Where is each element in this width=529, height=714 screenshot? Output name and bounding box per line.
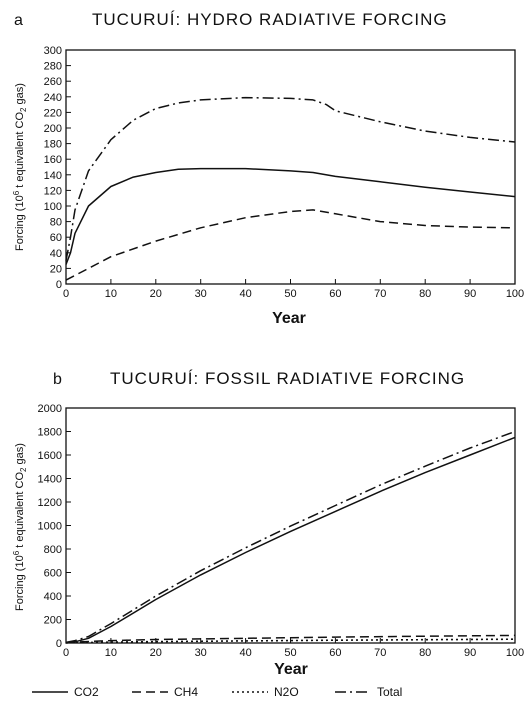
panel-a-title: TUCURUÍ: HYDRO RADIATIVE FORCING bbox=[92, 10, 448, 29]
panel-a-xtick-label: 90 bbox=[464, 288, 476, 300]
panel-b-ytick-label: 1000 bbox=[38, 521, 62, 533]
legend-label-co2: CO2 bbox=[74, 685, 99, 699]
panel-b-series-ch4 bbox=[65, 634, 516, 644]
panel-a-xlabel: Year bbox=[272, 310, 306, 327]
panel-b-ylabel: Forcing (106 t equivalent CO2 gas) bbox=[12, 443, 28, 611]
panel-a-ytick-label: 260 bbox=[44, 76, 62, 88]
panel-a-series-total bbox=[65, 96, 516, 261]
panel-b-xtick-label: 30 bbox=[195, 647, 207, 659]
panel-b-ytick-label: 1200 bbox=[38, 497, 62, 509]
panel-a-xtick-label: 70 bbox=[374, 288, 386, 300]
panel-a-ytick-label: 220 bbox=[44, 107, 62, 119]
panel-b-ytick-label: 800 bbox=[44, 544, 62, 556]
panel-b-ytick-label: 0 bbox=[56, 638, 62, 650]
panel-a-xtick-label: 100 bbox=[506, 288, 524, 300]
panel-b-ytick-label: 1800 bbox=[38, 427, 62, 439]
panel-a-xtick-label: 50 bbox=[284, 288, 296, 300]
panel-a-xtick-label: 0 bbox=[63, 288, 69, 300]
panel-b-xtick-label: 60 bbox=[329, 647, 341, 659]
panel-b-ytick-label: 600 bbox=[44, 568, 62, 580]
panel-a-plot: 0 10 20 30 40 50 60 70 80 90 100 0 20 40 60 80 100 120 140… bbox=[44, 45, 525, 300]
panel-a-xtick-label: 30 bbox=[195, 288, 207, 300]
panel-b-xtick-label: 20 bbox=[150, 647, 162, 659]
panel-b-ytick-label: 2000 bbox=[38, 403, 62, 415]
panel-b-series-co2 bbox=[65, 436, 516, 644]
panel-a-ylabel: Forcing (106 t equivalent CO2 gas) bbox=[12, 83, 28, 251]
legend-label-n2o: N2O bbox=[274, 685, 299, 699]
panel-b-xtick-label: 40 bbox=[239, 647, 251, 659]
panel-a-xtick-label: 60 bbox=[329, 288, 341, 300]
panel-b-xtick-label: 100 bbox=[506, 647, 524, 659]
panel-a-xtick-label: 40 bbox=[239, 288, 251, 300]
panel-a-letter: a bbox=[14, 12, 23, 29]
panel-b-ytick-label: 1400 bbox=[38, 474, 62, 486]
panel-a-ytick-label: 140 bbox=[44, 170, 62, 182]
panel-a-ytick-label: 120 bbox=[44, 185, 62, 197]
panel-b-ytick-label: 1600 bbox=[38, 450, 62, 462]
panel-a-xtick-label: 10 bbox=[105, 288, 117, 300]
panel-b-letter: b bbox=[53, 371, 62, 388]
panel-a-ytick-label: 280 bbox=[44, 61, 62, 73]
panel-b-xtick-label: 50 bbox=[284, 647, 296, 659]
legend: CO2 CH4 N2O Total bbox=[32, 685, 402, 699]
panel-a-ytick-label: 80 bbox=[50, 217, 62, 229]
panel-b-xtick-label: 80 bbox=[419, 647, 431, 659]
legend-label-total: Total bbox=[377, 685, 402, 699]
panel-b-ytick-label: 200 bbox=[44, 615, 62, 627]
panel-a-xtick-label: 20 bbox=[150, 288, 162, 300]
panel-a-ytick-label: 100 bbox=[44, 201, 62, 213]
panel-a-xtick-label: 80 bbox=[419, 288, 431, 300]
panel-b-xtick-label: 10 bbox=[105, 647, 117, 659]
panel-a-ytick-label: 200 bbox=[44, 123, 62, 135]
panel-a-ytick-label: 20 bbox=[50, 263, 62, 275]
legend-label-ch4: CH4 bbox=[174, 685, 198, 699]
panel-b-ytick-label: 400 bbox=[44, 591, 62, 603]
panel-a-ytick-label: 160 bbox=[44, 154, 62, 166]
panel-b-series-total bbox=[65, 430, 516, 644]
panel-a-ytick-label: 300 bbox=[44, 45, 62, 57]
panel-a-ytick-label: 60 bbox=[50, 232, 62, 244]
panel-a-series-co2 bbox=[65, 167, 516, 265]
panel-b-xtick-label: 70 bbox=[374, 647, 386, 659]
panel-a-series-ch4 bbox=[65, 209, 516, 281]
panel-a-ytick-label: 0 bbox=[56, 279, 62, 291]
panel-b-title: TUCURUÍ: FOSSIL RADIATIVE FORCING bbox=[110, 369, 465, 388]
panel-a-ytick-label: 180 bbox=[44, 139, 62, 151]
panel-b-xtick-label: 0 bbox=[63, 647, 69, 659]
panel-a-ytick-label: 40 bbox=[50, 248, 62, 260]
panel-b-xlabel: Year bbox=[274, 661, 308, 678]
panel-b-plot: 0 10 20 30 40 50 60 70 80 90 100020040060080010001… bbox=[38, 403, 525, 659]
panel-a-ytick-label: 240 bbox=[44, 92, 62, 104]
panel-b-xtick-label: 90 bbox=[464, 647, 476, 659]
